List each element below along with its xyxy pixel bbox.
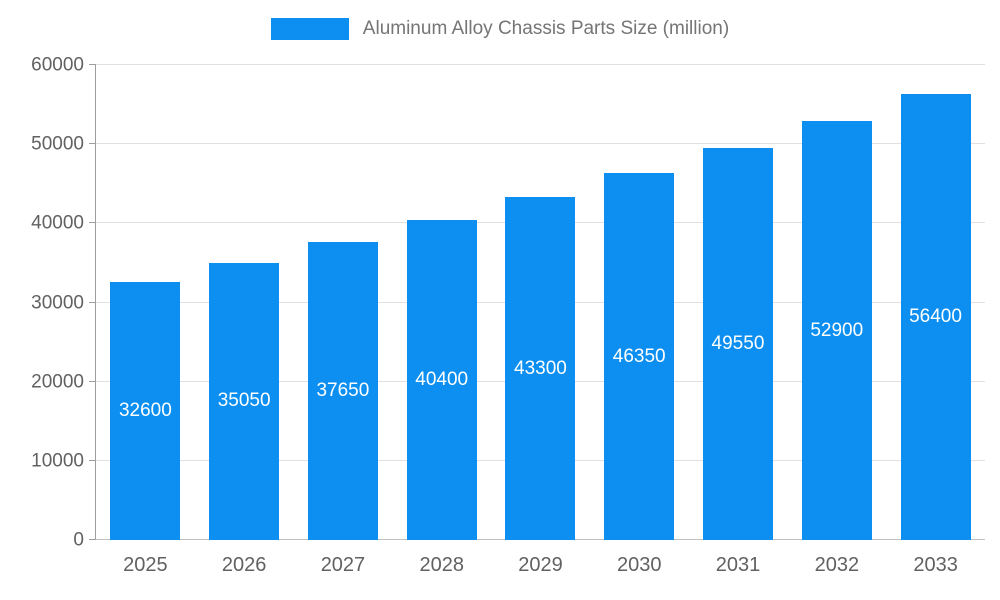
y-axis-label: 50000: [31, 133, 84, 155]
bar-value-label: 56400: [909, 305, 962, 327]
x-axis-label: 2026: [221, 554, 267, 576]
bar-value-label: 35050: [217, 390, 271, 412]
bar-value-label: 40400: [415, 369, 469, 391]
x-axis-label: 2028: [419, 554, 464, 576]
bar-value-label: 43300: [514, 357, 567, 379]
x-axis-labels: 2025 2026 2027 2028 2029 2030 2031 2032 2033: [96, 554, 985, 584]
bar-2025: 32600: [110, 281, 181, 540]
gridline: [96, 143, 985, 145]
bar-2026: 35050: [209, 262, 280, 540]
bar-value-label: 37650: [316, 379, 370, 401]
x-axis-label: 2030: [617, 554, 662, 576]
x-axis-label: 2029: [518, 554, 563, 576]
y-axis-tick: [89, 539, 96, 540]
plot-area: 0 10000 20000 30000 40000 50000 60000 32600 350…: [31, 56, 985, 576]
y-axis-tick: [89, 64, 96, 65]
legend: Aluminum Alloy Chassis Parts Size (milli…: [0, 18, 1000, 40]
y-axis-tick: [89, 459, 96, 461]
y-axis-label: 30000: [31, 292, 84, 313]
y-axis-tick: [89, 143, 96, 145]
y-axis-label: 0: [73, 529, 84, 551]
y-axis-tick: [89, 380, 96, 382]
y-axis-labels: 0 10000 20000 30000 40000 50000 60000: [4, 56, 84, 550]
y-axis-tick: [89, 301, 96, 303]
bars-layer: 32600 35050 37650 40400 43300 46350 49550 52900…: [96, 65, 985, 540]
bar-2027: 37650: [307, 241, 378, 540]
gridline: [96, 64, 985, 65]
bar-2031: 49550: [702, 147, 773, 540]
y-axis-label: 60000: [31, 54, 84, 76]
x-axis-label: 2032: [814, 554, 860, 576]
bar-2030: 46350: [604, 173, 675, 540]
y-axis-label: 10000: [31, 450, 84, 472]
x-axis-label: 2033: [913, 554, 958, 576]
bar-2029: 43300: [505, 197, 576, 540]
bar-value-label: 46350: [612, 345, 666, 367]
bar-value-label: 32600: [118, 399, 172, 421]
y-axis-label: 40000: [31, 212, 84, 234]
bar-2033: 56400: [900, 93, 971, 540]
x-axis-label: 2031: [715, 554, 761, 576]
bar-value-label: 52900: [810, 319, 864, 341]
x-axis-label: 2027: [320, 554, 366, 576]
x-axis-label: 2025: [123, 554, 168, 576]
bar-value-label: 49550: [711, 332, 765, 354]
legend-label: Aluminum Alloy Chassis Parts Size (milli…: [362, 18, 730, 39]
y-axis-label: 20000: [31, 371, 84, 393]
legend-color-swatch: [270, 18, 349, 40]
bar-2032: 52900: [801, 121, 872, 540]
y-axis-tick: [89, 222, 96, 224]
bar-2028: 40400: [406, 220, 477, 540]
